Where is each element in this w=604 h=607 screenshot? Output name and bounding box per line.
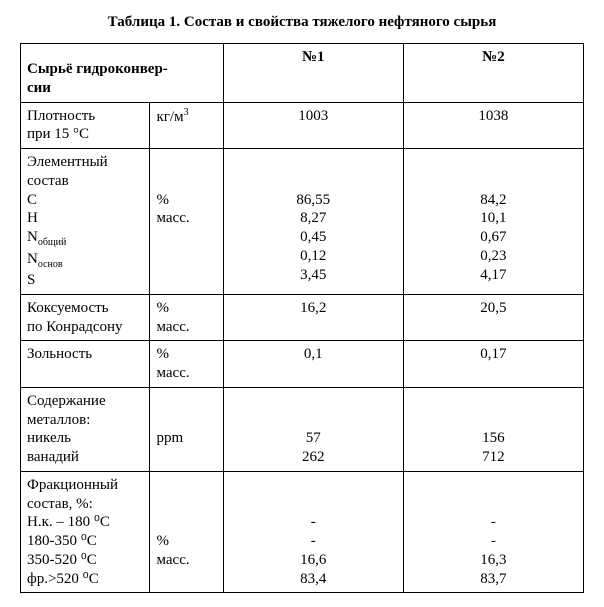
cell-unit: % масс. [150,471,223,593]
header-col-1: №1 [223,44,403,103]
cell-label: Фракционный состав, %: Н.к. – 180 ⁰С 180… [21,471,150,593]
data-table: Сырьё гидроконвер- сии №1 №2 Плотность п… [20,43,584,593]
header-row: Сырьё гидроконвер- сии №1 №2 [21,44,584,103]
cell-label: Элементный состав C H Nобщий Nоснов S [21,149,150,295]
cell-v2: - - 16,3 83,7 [403,471,583,593]
cell-v1: 1003 [223,102,403,149]
table-caption: Таблица 1. Состав и свойства тяжелого не… [20,14,584,31]
cell-unit: ppm [150,387,223,471]
cell-v2: 156 712 [403,387,583,471]
cell-label: Коксуемость по Конрадсону [21,294,150,341]
row-ash: Зольность % масс. 0,1 0,17 [21,341,584,388]
caption-prefix: Таблица 1. [108,14,180,30]
cell-label: Зольность [21,341,150,388]
cell-unit: кг/м3 [150,102,223,149]
cell-v1: 86,55 8,27 0,45 0,12 3,45 [223,149,403,295]
cell-unit: % масс. [150,294,223,341]
header-param: Сырьё гидроконвер- сии [21,44,224,103]
cell-v2: 0,17 [403,341,583,388]
row-metals: Содержание металлов: никель ванадий ppm … [21,387,584,471]
row-frac: Фракционный состав, %: Н.к. – 180 ⁰С 180… [21,471,584,593]
cell-v2: 84,2 10,1 0,67 0,23 4,17 [403,149,583,295]
cell-unit: % масс. [150,149,223,295]
row-coke: Коксуемость по Конрадсону % масс. 16,2 2… [21,294,584,341]
cell-v2: 20,5 [403,294,583,341]
cell-label: Содержание металлов: никель ванадий [21,387,150,471]
header-col-2: №2 [403,44,583,103]
cell-label: Плотность при 15 °С [21,102,150,149]
cell-v1: 0,1 [223,341,403,388]
row-elem: Элементный состав C H Nобщий Nоснов S % … [21,149,584,295]
cell-unit: % масс. [150,341,223,388]
cell-v2: 1038 [403,102,583,149]
row-density: Плотность при 15 °С кг/м3 1003 1038 [21,102,584,149]
cell-v1: - - 16,6 83,4 [223,471,403,593]
caption-text: Состав и свойства тяжелого нефтяного сыр… [184,14,496,30]
cell-v1: 57 262 [223,387,403,471]
cell-v1: 16,2 [223,294,403,341]
